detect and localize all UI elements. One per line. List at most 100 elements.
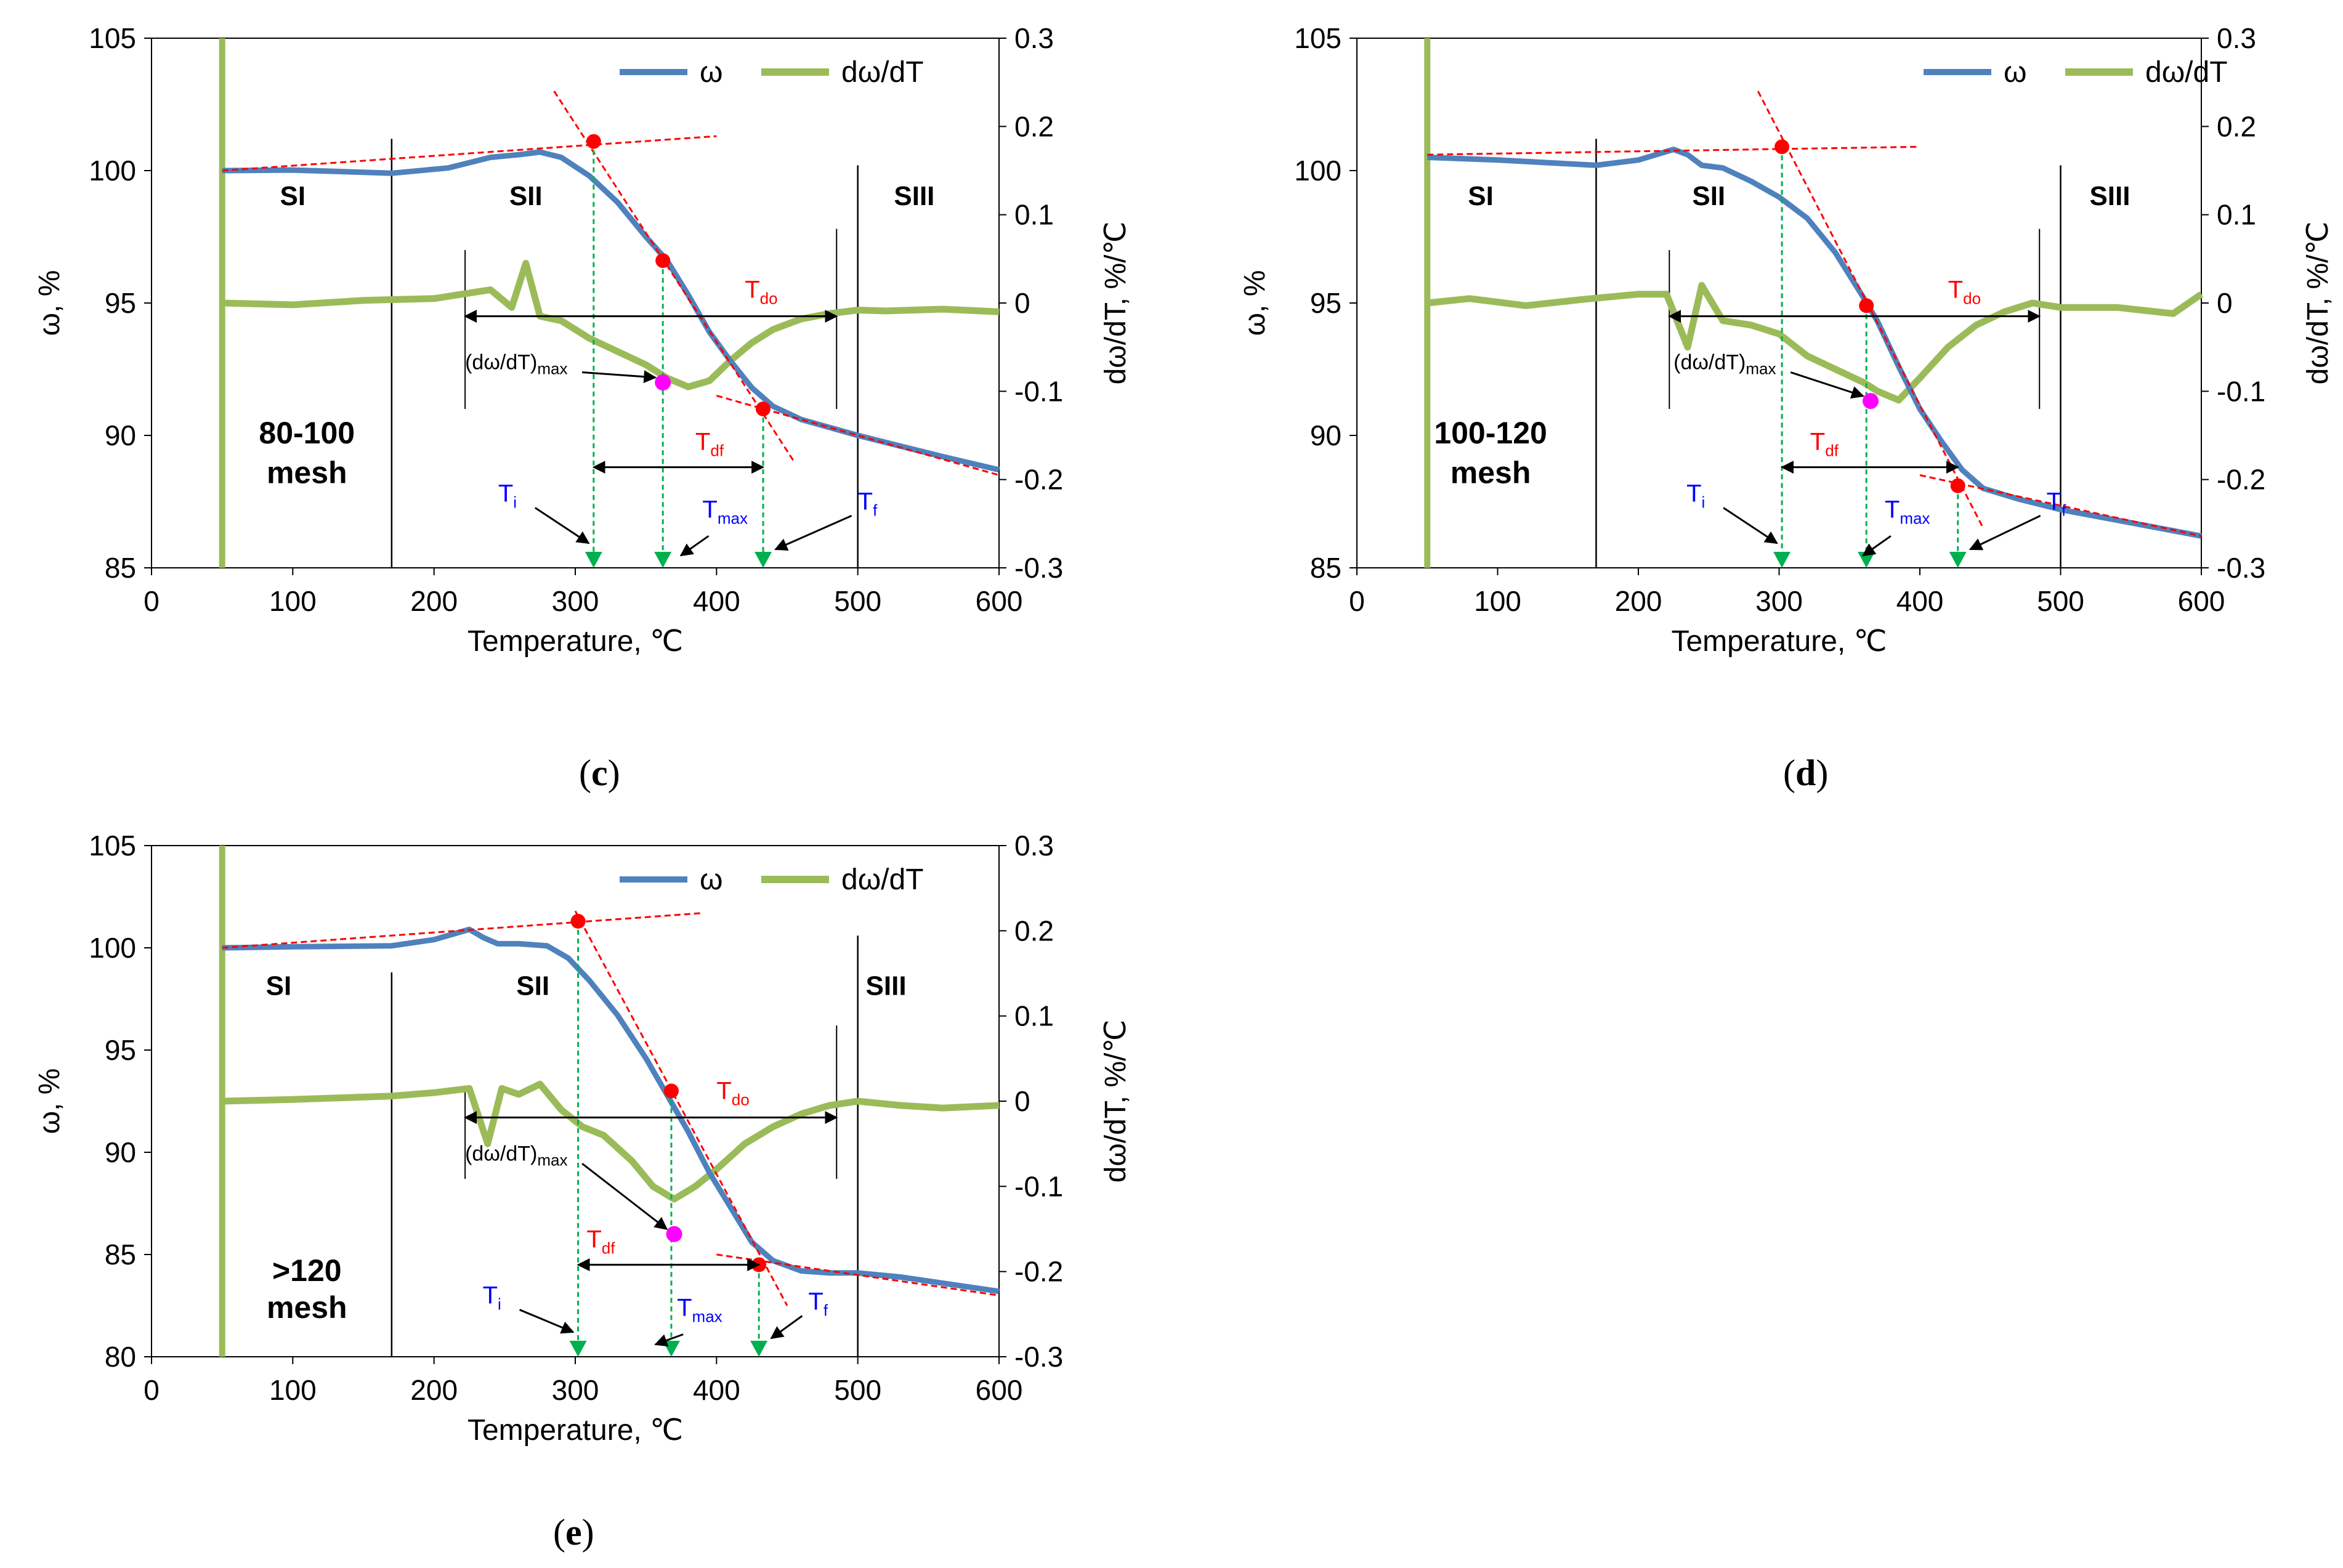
x-axis-label: Temperature, ℃ (467, 625, 683, 658)
deriv-series-line (222, 260, 1000, 390)
tf-marker-triangle (750, 1341, 768, 1357)
y2-tick-label: -0.1 (1014, 375, 1063, 407)
final-tangent-line (716, 1253, 1000, 1296)
final-tangent-line (1919, 474, 2202, 537)
tdo-label: Tdo (745, 277, 777, 308)
peak-point (666, 1226, 682, 1242)
tmax-pointer-arrow (679, 535, 710, 557)
stage-label: SIII (866, 971, 907, 1001)
tmax-pointer-arrow (654, 1333, 684, 1347)
ti-marker-triangle (1773, 552, 1791, 568)
y2-tick-label: 0.2 (1014, 110, 1054, 142)
y2-tick-label: -0.2 (1014, 1256, 1063, 1288)
y-tick-label: 90 (105, 1136, 136, 1168)
y2-tick-label: -0.1 (1014, 1170, 1063, 1202)
x-tick-label: 200 (1615, 585, 1662, 617)
ti-marker-triangle (585, 552, 602, 568)
y-tick-label: 100 (89, 155, 136, 187)
stage-label: SI (1468, 181, 1494, 211)
y-tick-label: 105 (1294, 22, 1341, 54)
tmax-label: Tmax (1885, 496, 1930, 527)
x-tick-label: 200 (410, 1374, 458, 1406)
y-tick-label: 85 (105, 552, 136, 584)
x-tick-label: 300 (552, 1374, 599, 1406)
y2-tick-label: 0.1 (1014, 199, 1054, 231)
peak-label: (dω/dT)max (465, 351, 567, 378)
x-tick-label: 600 (976, 585, 1023, 617)
stage-label: SIII (894, 181, 934, 211)
decline-tangent-line (574, 910, 788, 1306)
mesh-label-line1: >120 (272, 1253, 342, 1288)
x-tick-label: 500 (2037, 585, 2084, 617)
tf-label: Tf (808, 1288, 828, 1320)
tmax-pointer-arrow (1862, 535, 1892, 557)
y2-axis-label: dω/dT, %/℃ (1099, 1020, 1132, 1183)
y2-tick-label: -0.2 (1014, 464, 1063, 496)
y2-tick-label: 0.3 (1014, 830, 1054, 862)
ti-label: Ti (498, 480, 517, 512)
x-tick-label: 600 (976, 1374, 1023, 1406)
tmax-marker-triangle (662, 1341, 680, 1357)
x-tick-label: 0 (144, 1374, 160, 1406)
x-tick-label: 0 (1349, 585, 1365, 617)
y2-tick-label: -0.3 (1014, 552, 1063, 584)
red-point-ti (586, 134, 601, 149)
x-tick-label: 600 (2178, 585, 2225, 617)
mesh-label-line1: 80-100 (259, 416, 355, 450)
red-point-ti (570, 913, 586, 929)
tf-pointer-arrow (1969, 515, 2041, 551)
red-point-tdo (663, 1083, 679, 1099)
onset-tangent-line (222, 135, 717, 172)
y-axis-label: ω, % (33, 270, 66, 336)
stage-label: SII (509, 181, 543, 211)
y-tick-label: 100 (1294, 155, 1341, 187)
x-tick-label: 500 (834, 1374, 881, 1406)
x-axis-label: Temperature, ℃ (1671, 625, 1887, 658)
tmax-label: Tmax (677, 1295, 722, 1326)
tf-marker-triangle (755, 552, 772, 568)
onset-tangent-line (1427, 145, 1920, 156)
y2-tick-label: -0.3 (2217, 552, 2265, 584)
ti-pointer-arrow (1723, 507, 1778, 544)
stage-label: SII (1692, 181, 1725, 211)
caption-e: (e) (553, 1512, 594, 1553)
red-point-tdo (1859, 298, 1874, 313)
tf-label: Tf (2047, 488, 2066, 519)
x-tick-label: 100 (1474, 585, 1521, 617)
y-tick-label: 90 (105, 419, 136, 451)
x-tick-label: 400 (1896, 585, 1944, 617)
chart-panel-c: 0 100 200 300 400 500 600 85 90 95 100 105 -0.3 -0.2 -… (33, 22, 1132, 658)
y2-tick-label: -0.2 (2217, 464, 2265, 496)
decline-tangent-line (1757, 91, 1985, 529)
x-tick-label: 0 (144, 585, 160, 617)
legend-label-omega: ω (2004, 56, 2026, 89)
y2-axis-label: dω/dT, %/℃ (1099, 222, 1132, 385)
y2-tick-label: 0 (1014, 287, 1030, 319)
x-tick-label: 400 (693, 585, 740, 617)
y2-tick-label: -0.1 (2217, 375, 2265, 407)
tf-label: Tf (858, 488, 878, 519)
mesh-label-line2: mesh (1451, 455, 1531, 490)
peak-pointer-arrow (581, 1163, 668, 1231)
tmax-marker-triangle (654, 552, 672, 568)
ti-marker-triangle (569, 1341, 587, 1357)
y2-tick-label: -0.3 (1014, 1341, 1063, 1373)
stage-label: SI (280, 181, 306, 211)
ti-label: Ti (483, 1282, 501, 1314)
y-axis-label: ω, % (33, 1069, 66, 1134)
x-tick-label: 500 (834, 585, 881, 617)
peak-pointer-arrow (1790, 371, 1865, 399)
y2-tick-label: 0.3 (1014, 22, 1054, 54)
y2-tick-label: 0.3 (2217, 22, 2256, 54)
x-tick-label: 100 (269, 1374, 317, 1406)
y2-tick-label: 0 (1014, 1085, 1030, 1117)
omega-series-line (1427, 147, 2202, 539)
red-point-ti (1774, 139, 1790, 155)
mesh-label-line2: mesh (267, 455, 347, 490)
red-point-tdo (655, 253, 671, 269)
mesh-label-line1: 100-120 (1434, 416, 1547, 450)
x-tick-label: 300 (552, 585, 599, 617)
y-axis-label: ω, % (1239, 270, 1271, 336)
chart-panel-d: 0 100 200 300 400 500 600 85 90 95 100 105 -0.3 -0.2 -… (1239, 22, 2334, 658)
